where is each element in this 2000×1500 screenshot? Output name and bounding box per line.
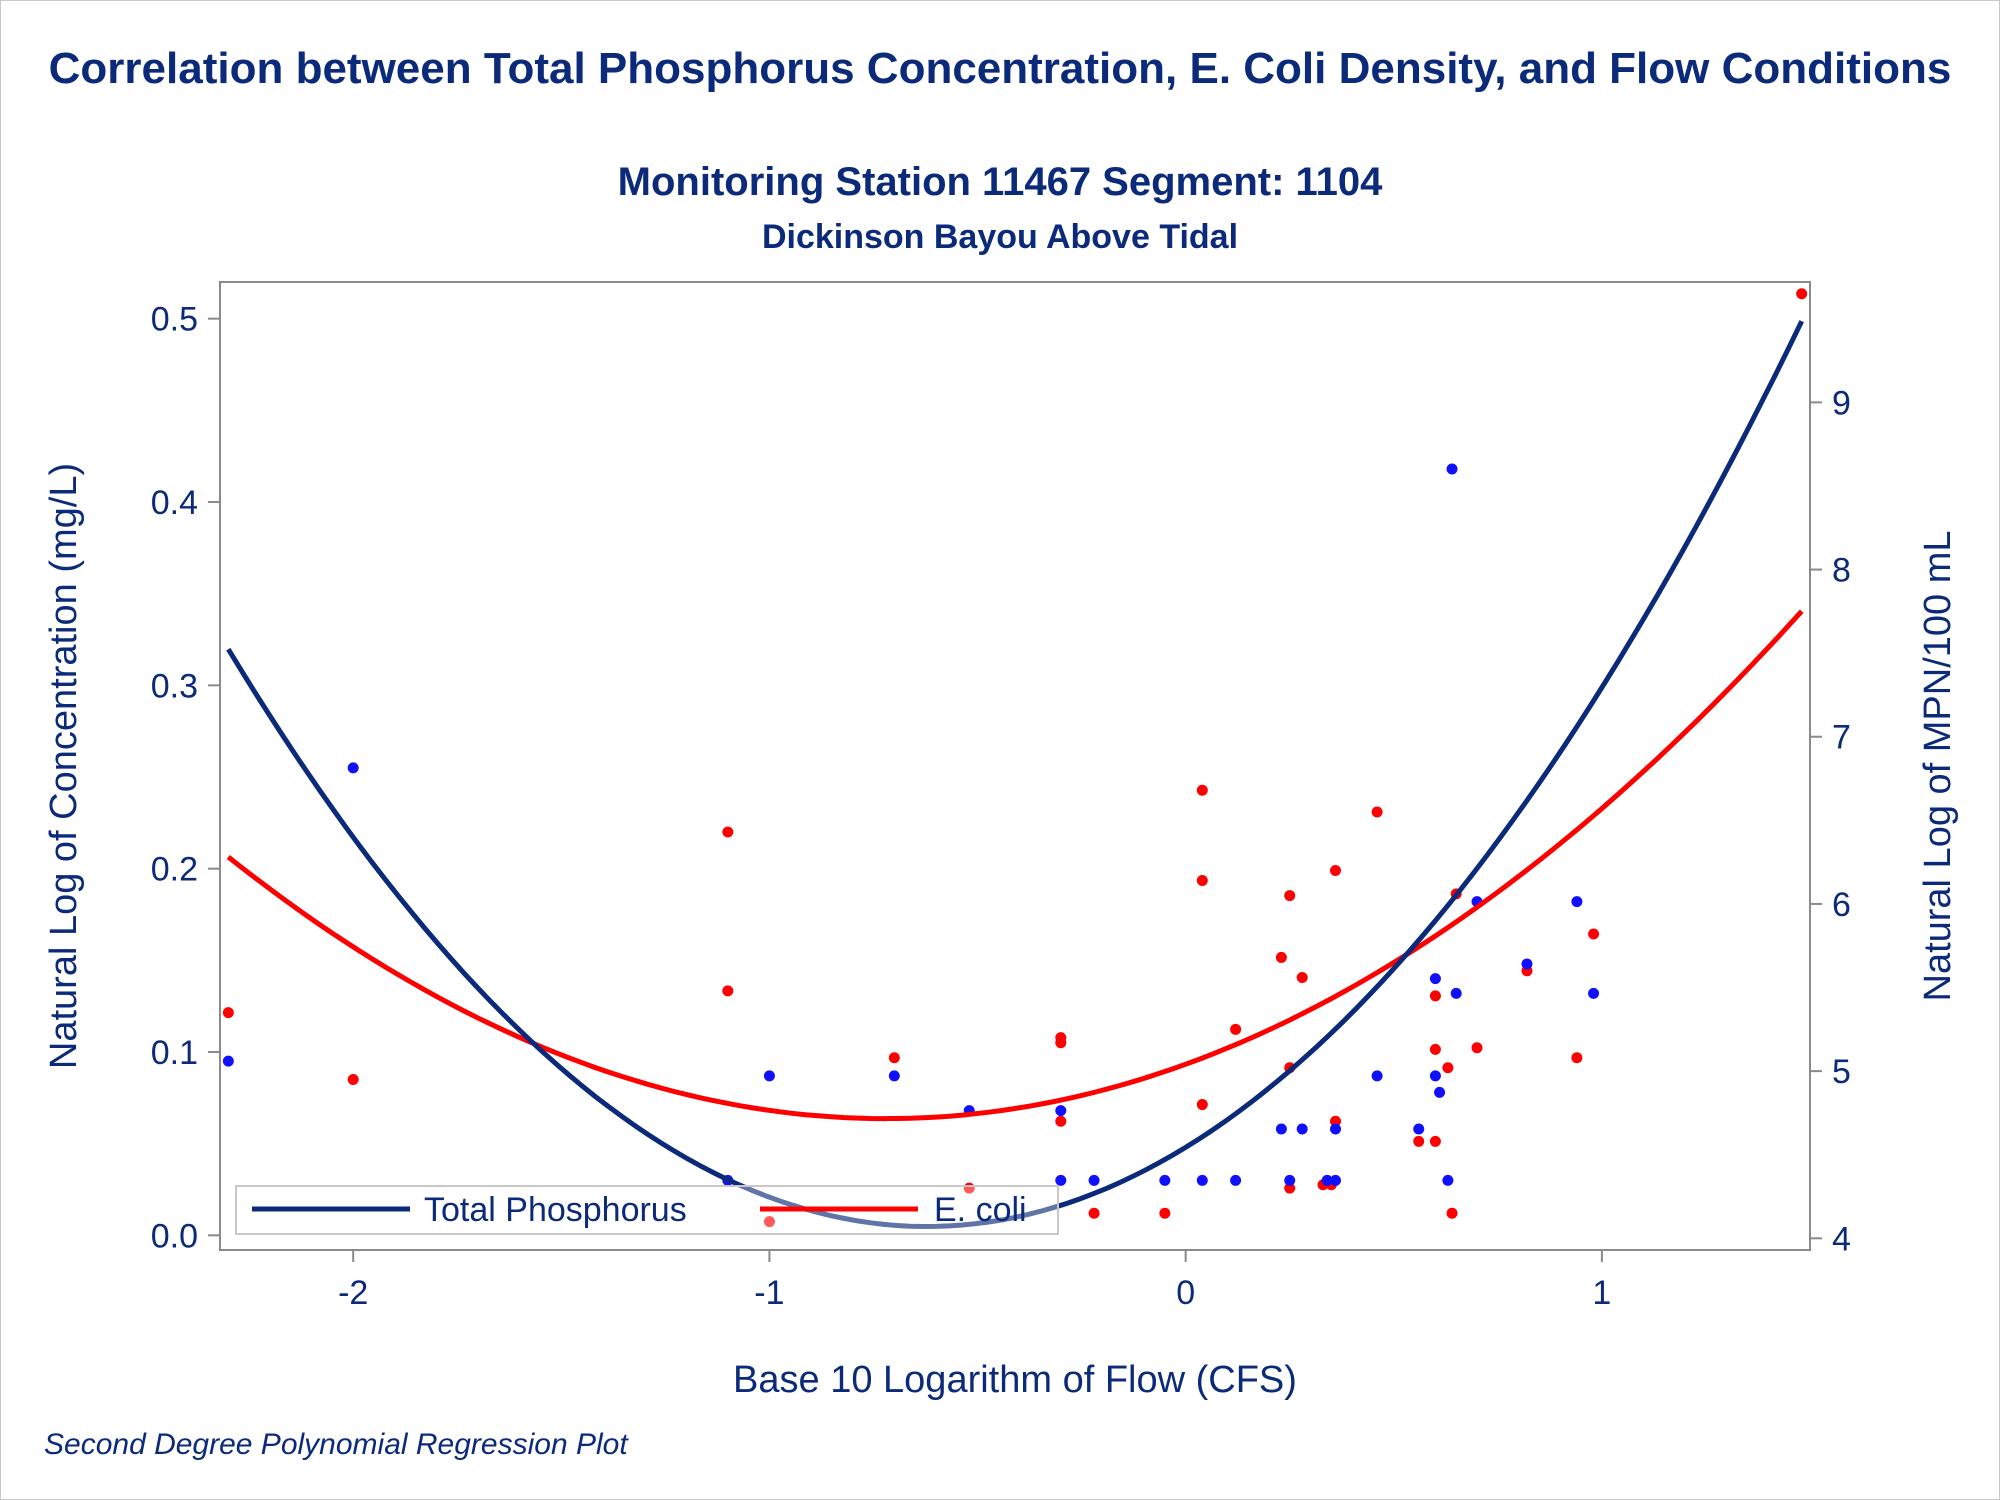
ecoli-point	[1230, 1023, 1242, 1035]
phosphorus-point	[1275, 1123, 1287, 1135]
y-tick-label: 0.3	[151, 667, 198, 705]
ecoli-point	[222, 1007, 234, 1019]
x-tick-label: -2	[338, 1274, 368, 1312]
plot-area	[219, 281, 1811, 1251]
phosphorus-point	[1571, 896, 1583, 908]
ecoli-point	[1446, 1207, 1458, 1219]
phosphorus-point	[1446, 463, 1458, 475]
ecoli-point	[1196, 784, 1208, 796]
phosphorus-point	[1429, 973, 1441, 985]
phosphorus-point	[1284, 1174, 1296, 1186]
ecoli-point	[763, 1216, 775, 1228]
legend-label-phosphorus: Total Phosphorus	[424, 1191, 687, 1229]
ecoli-point	[722, 985, 734, 997]
ecoli-point	[1413, 1135, 1425, 1147]
phosphorus-point	[1429, 1070, 1441, 1082]
chart-title: Correlation between Total Phosphorus Con…	[48, 44, 1952, 93]
ecoli-point	[1159, 1207, 1171, 1219]
ecoli-point	[1275, 951, 1287, 963]
ecoli-point	[1329, 864, 1341, 876]
ecoli-point	[1429, 1043, 1441, 1055]
y-tick-label: 0.4	[151, 484, 198, 522]
ecoli-point	[1796, 288, 1808, 300]
y2-axis-label: Natural Log of MPN/100 mL	[1917, 530, 1959, 1001]
phosphorus-point	[1055, 1174, 1067, 1186]
ecoli-point	[722, 826, 734, 838]
phosphorus-point	[1413, 1123, 1425, 1135]
ecoli-point	[1196, 1099, 1208, 1111]
ecoli-point	[888, 1052, 900, 1064]
x-tick-label: 1	[1592, 1274, 1611, 1312]
phosphorus-point	[1329, 1123, 1341, 1135]
phosphorus-point	[347, 762, 359, 774]
ecoli-point	[1571, 1052, 1583, 1064]
y2-tick-label: 6	[1832, 886, 1851, 924]
chart-subtitle-location: Dickinson Bayou Above Tidal	[761, 218, 1239, 256]
phosphorus-point	[763, 1070, 775, 1082]
legend: Total Phosphorus E. coli	[235, 1185, 1059, 1235]
phosphorus-point	[222, 1055, 234, 1067]
ecoli-point	[347, 1073, 359, 1085]
ecoli-point	[1429, 1135, 1441, 1147]
ecoli-point	[1055, 1115, 1067, 1127]
ecoli-point	[1088, 1207, 1100, 1219]
phosphorus-point	[1442, 1174, 1454, 1186]
chart-subtitle-station: Monitoring Station 11467 Segment: 1104	[617, 160, 1383, 204]
ecoli-point	[1284, 1182, 1296, 1194]
ecoli-point	[1196, 875, 1208, 887]
y-tick-label: 0.5	[151, 301, 198, 339]
phosphorus-point	[888, 1070, 900, 1082]
ecoli-point	[1296, 971, 1308, 983]
phosphorus-point	[1321, 1174, 1333, 1186]
x-tick-label: -1	[754, 1274, 784, 1312]
phosphorus-point	[1371, 1070, 1383, 1082]
phosphorus-point	[1434, 1086, 1446, 1098]
x-axis-label: Base 10 Logarithm of Flow (CFS)	[733, 1359, 1297, 1401]
phosphorus-point	[1588, 987, 1600, 999]
ecoli-point	[1588, 928, 1600, 940]
phosphorus-point	[1329, 1174, 1341, 1186]
phosphorus-point	[1296, 1123, 1308, 1135]
phosphorus-points	[222, 463, 1600, 1186]
ecoli-point	[1284, 890, 1296, 902]
phosphorus-point	[1196, 1174, 1208, 1186]
y2-tick-label: 9	[1832, 384, 1851, 422]
ecoli-point	[1371, 806, 1383, 818]
y-axis-label: Natural Log of Concentration (mg/L)	[43, 463, 85, 1069]
ecoli-points	[222, 288, 1808, 1228]
y2-tick-label: 7	[1832, 719, 1851, 757]
ecoli-point	[1055, 1037, 1067, 1049]
y-tick-label: 0.1	[151, 1034, 198, 1072]
footnote: Second Degree Polynomial Regression Plot	[44, 1428, 628, 1461]
ecoli-point	[1471, 1042, 1483, 1054]
y2-tick-label: 4	[1832, 1220, 1851, 1258]
phosphorus-point	[1521, 958, 1533, 970]
legend-label-ecoli: E. coli	[934, 1191, 1027, 1229]
x-tick-label: 0	[1176, 1274, 1195, 1312]
ecoli-point	[1429, 990, 1441, 1002]
y-tick-label: 0.0	[151, 1217, 198, 1255]
ecoli-point	[1442, 1062, 1454, 1074]
phosphorus-point	[1230, 1174, 1242, 1186]
y-tick-label: 0.2	[151, 851, 198, 889]
phosphorus-point	[1088, 1174, 1100, 1186]
phosphorus-point	[1450, 987, 1462, 999]
phosphorus-fit-line	[226, 320, 1804, 1230]
y2-tick-label: 5	[1832, 1053, 1851, 1091]
ecoli-point	[1329, 1115, 1341, 1127]
ecoli-fit-line	[226, 609, 1804, 1122]
y2-tick-label: 8	[1832, 552, 1851, 590]
phosphorus-point	[1055, 1105, 1067, 1117]
phosphorus-point	[1159, 1174, 1171, 1186]
